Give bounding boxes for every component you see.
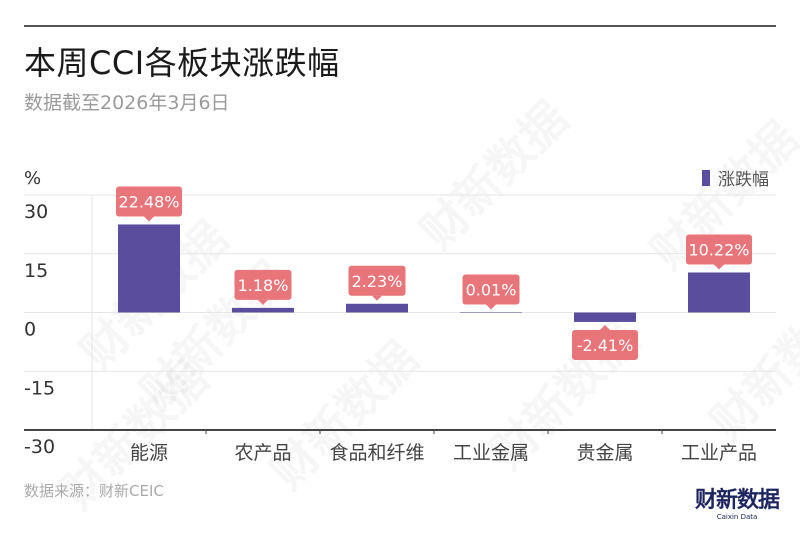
y-tick-label: -30 (24, 436, 55, 458)
bar-5 (688, 272, 750, 313)
value-label-bubble (686, 234, 752, 265)
value-label-pointer (372, 295, 382, 301)
y-tick-label: -15 (24, 377, 55, 399)
value-label-pointer (258, 299, 268, 305)
bar-0 (118, 224, 180, 313)
bar-3 (460, 312, 522, 313)
bar-1 (232, 307, 294, 313)
top-rule (24, 25, 776, 27)
value-label-bubble (234, 269, 292, 300)
legend-label: 涨跌幅 (718, 170, 769, 190)
chart-subtitle: 数据截至2026年3月6日 (24, 92, 230, 114)
value-label: -2.41% (577, 336, 634, 355)
data-source: 数据来源：财新CEIC (24, 482, 164, 500)
value-label: 10.22% (688, 240, 749, 259)
category-label: 工业产品 (681, 442, 757, 464)
value-label: 0.01% (466, 280, 517, 299)
category-label: 工业金属 (453, 442, 529, 464)
category-label: 农产品 (234, 442, 291, 464)
value-label-bubble (572, 329, 638, 360)
logo-text-cn: 财新数据 (694, 488, 780, 513)
bar-4 (574, 312, 636, 322)
caixin-data-logo: 财新数据 Caixin Data (693, 489, 781, 522)
value-label: 1.18% (238, 276, 289, 295)
y-axis-unit: % (24, 168, 41, 189)
value-label: 2.23% (352, 272, 403, 291)
value-label-bubble (462, 274, 520, 305)
bar-2 (346, 303, 408, 313)
chart-title: 本周CCI各板块涨跌幅 (24, 44, 340, 82)
value-label: 22.48% (118, 192, 179, 211)
category-label: 食品和纤维 (329, 442, 424, 464)
category-label: 能源 (130, 442, 168, 464)
logo-text-en: Caixin Data (716, 513, 758, 521)
value-label-pointer (144, 216, 154, 222)
value-label-bubble (116, 186, 182, 217)
value-label-pointer (600, 324, 610, 330)
value-label-pointer (486, 304, 496, 310)
category-label: 贵金属 (576, 442, 633, 464)
y-tick-label: 0 (24, 319, 36, 341)
y-tick-label: 15 (24, 260, 48, 282)
value-label-bubble (348, 265, 406, 296)
y-tick-label: 30 (24, 201, 48, 223)
value-label-pointer (714, 264, 724, 270)
legend-swatch (702, 170, 710, 186)
